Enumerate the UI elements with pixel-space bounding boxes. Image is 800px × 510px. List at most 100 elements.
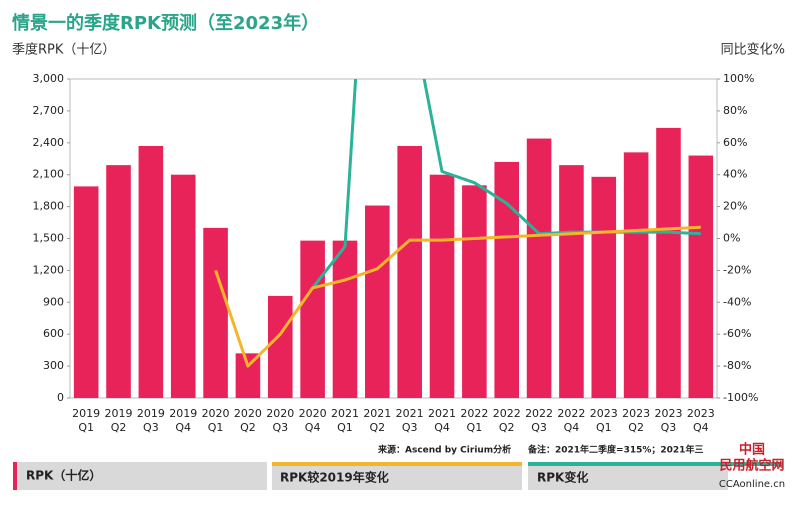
watermark: 民用航空网	[719, 458, 784, 474]
y2-axis-label: 同比变化%	[721, 42, 785, 58]
y-tick-label: 2,100	[33, 168, 65, 181]
bar	[494, 161, 520, 398]
x-tick-label: 2023 Q3	[654, 407, 682, 434]
y-tick-label: 1,800	[33, 200, 65, 213]
x-tick-label-line: Q4	[434, 421, 450, 434]
y-axis-label: 季度RPK（十亿）	[12, 42, 115, 58]
y-tick-label: 0	[57, 391, 64, 404]
bar	[138, 145, 164, 398]
x-tick-label-line: 2022	[525, 407, 553, 420]
bar	[526, 138, 552, 398]
x-tick-label-line: Q2	[111, 421, 127, 434]
legend-label: RPK较2019年变化	[280, 470, 389, 485]
x-tick-label-line: Q2	[628, 421, 644, 434]
x-tick-label-line: Q3	[402, 421, 418, 434]
plot-frame	[69, 78, 718, 399]
x-tick-label-line: Q4	[693, 421, 709, 434]
x-tick-label-line: Q2	[369, 421, 385, 434]
y2-tick-label: -100%	[723, 391, 758, 404]
y2-tick-label: 20%	[723, 200, 747, 213]
y-tick-label: 2,700	[33, 104, 65, 117]
x-tick-label: 2019 Q3	[137, 407, 165, 434]
source: 来源：Ascend by Cirium分析	[377, 444, 511, 456]
legend-swatch	[13, 462, 17, 490]
x-tick-label: 2023 Q2	[622, 407, 650, 434]
y-tick-label: 1,500	[33, 232, 65, 245]
y-tick-label: 2,400	[33, 136, 65, 149]
line	[214, 225, 701, 368]
watermark: 中国	[739, 442, 765, 458]
x-tick-label-line: 2021	[331, 407, 359, 420]
x-tick-label-line: 2019	[137, 407, 165, 420]
bar	[429, 174, 455, 398]
y-tick-label: 600	[43, 327, 64, 340]
x-tick-label-line: 2022	[493, 407, 521, 420]
y2-tick-label: 40%	[723, 168, 747, 181]
bar	[300, 240, 325, 398]
x-tick-label-line: Q2	[499, 421, 515, 434]
x-tick-label-line: Q1	[467, 421, 483, 434]
legend-label: RPK变化	[537, 470, 588, 485]
bar	[332, 240, 358, 398]
x-tick-label: 2020 Q4	[299, 407, 327, 434]
x-tick-label-line: 2021	[363, 407, 391, 420]
x-tick-label: 2020 Q1	[202, 407, 230, 434]
x-tick-label-line: Q3	[661, 421, 677, 434]
x-tick-label-line: Q1	[596, 421, 612, 434]
bar	[170, 174, 196, 398]
x-tick-label: 2019 Q1	[72, 407, 100, 434]
x-tick-label-line: 2019	[105, 407, 133, 420]
x-tick-label-line: 2023	[590, 407, 618, 420]
x-tick-label-line: Q1	[78, 421, 94, 434]
y2-tick-label: 80%	[723, 104, 747, 117]
bar	[235, 353, 261, 398]
x-tick-label: 2022 Q3	[525, 407, 553, 434]
y2-tick-label: -40%	[723, 295, 751, 308]
y2-tick-label: 0%	[723, 232, 740, 245]
x-tick-label: 2022 Q1	[460, 407, 488, 434]
x-tick-label: 2021 Q1	[331, 407, 359, 434]
y-tick-label: 1,200	[33, 263, 65, 276]
x-tick-label: 2022 Q4	[557, 407, 585, 434]
x-tick-label-line: Q1	[208, 421, 224, 434]
bar	[73, 186, 99, 398]
legend-label: RPK（十亿）	[26, 468, 101, 483]
x-tick-label-line: Q1	[337, 421, 353, 434]
bar	[591, 176, 617, 398]
x-tick-label: 2022 Q2	[493, 407, 521, 434]
x-tick-label-line: Q4	[305, 421, 321, 434]
legend-box	[272, 462, 522, 490]
x-tick-label: 2021 Q3	[396, 407, 424, 434]
chart-title: 情景一的季度RPK预测（至2023年）	[12, 12, 319, 34]
x-tick-label: 2021 Q2	[363, 407, 391, 434]
y2-tick-label: -80%	[723, 359, 751, 372]
note: 备注：2021年二季度=315%；2021年三	[527, 444, 703, 456]
x-tick-label-line: 2023	[687, 407, 715, 420]
x-tick-label-line: 2023	[654, 407, 682, 420]
x-tick-label: 2023 Q4	[687, 407, 715, 434]
line	[311, 79, 701, 289]
legend: RPK（十亿） RPK较2019年变化 RPK变化	[13, 462, 783, 490]
x-tick-label: 2019 Q4	[169, 407, 197, 434]
watermark: CCAonline.cn	[719, 479, 785, 490]
bar	[365, 205, 390, 398]
bar	[203, 227, 228, 398]
x-tick-label-line: Q3	[272, 421, 288, 434]
bar	[688, 155, 714, 398]
bar	[267, 295, 293, 398]
y-tick-label: 300	[43, 359, 64, 372]
x-tick-label-line: 2023	[622, 407, 650, 420]
y-tick-label: 900	[43, 295, 64, 308]
plot-area	[73, 79, 714, 398]
y2-tick-label: -60%	[723, 327, 751, 340]
x-tick-label-line: 2020	[299, 407, 327, 420]
x-tick-label-line: 2020	[202, 407, 230, 420]
x-tick-label-line: 2022	[557, 407, 585, 420]
legend-swatch	[528, 462, 783, 466]
x-tick-label-line: 2022	[460, 407, 488, 420]
x-tick-label: 2023 Q1	[590, 407, 618, 434]
x-tick-label-line: Q3	[531, 421, 547, 434]
y2-tick-label: 60%	[723, 136, 747, 149]
x-tick-label: 2020 Q3	[266, 407, 294, 434]
